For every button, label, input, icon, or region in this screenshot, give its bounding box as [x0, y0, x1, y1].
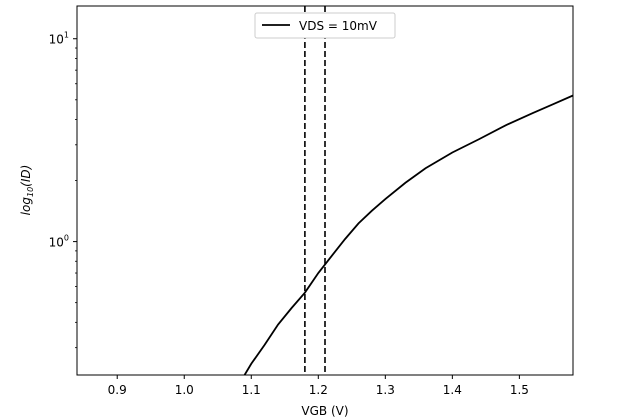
- x-tick-label: 0.9: [108, 383, 127, 397]
- x-tick-label: 1.5: [510, 383, 529, 397]
- y-axis-label-arg: (ID): [19, 165, 33, 187]
- legend-entry-label: VDS = 10mV: [299, 19, 378, 33]
- y-axis: 100 101: [49, 31, 77, 349]
- x-axis-label: VGB (V): [301, 404, 348, 417]
- x-tick-label: 1.4: [443, 383, 462, 397]
- plot-frame: [76, 5, 574, 376]
- y-axis-label-base: log: [19, 197, 33, 216]
- plot-area: [243, 6, 573, 375]
- y-tick-label: 101: [49, 31, 69, 47]
- x-axis: 0.9 1.0 1.1 1.2 1.3 1.4 1.5: [108, 375, 529, 397]
- y-axis-label: log10(ID): [19, 165, 35, 216]
- x-tick-label: 1.3: [376, 383, 395, 397]
- legend: VDS = 10mV: [254, 12, 396, 39]
- y-tick-label: 100: [49, 234, 69, 250]
- x-tick-label: 1.1: [242, 383, 261, 397]
- series-line-0: [243, 94, 573, 375]
- legend-box: [254, 12, 396, 39]
- y-axis-label-sub: 10: [26, 187, 35, 197]
- x-tick-label: 1.0: [175, 383, 194, 397]
- x-tick-label: 1.2: [309, 383, 328, 397]
